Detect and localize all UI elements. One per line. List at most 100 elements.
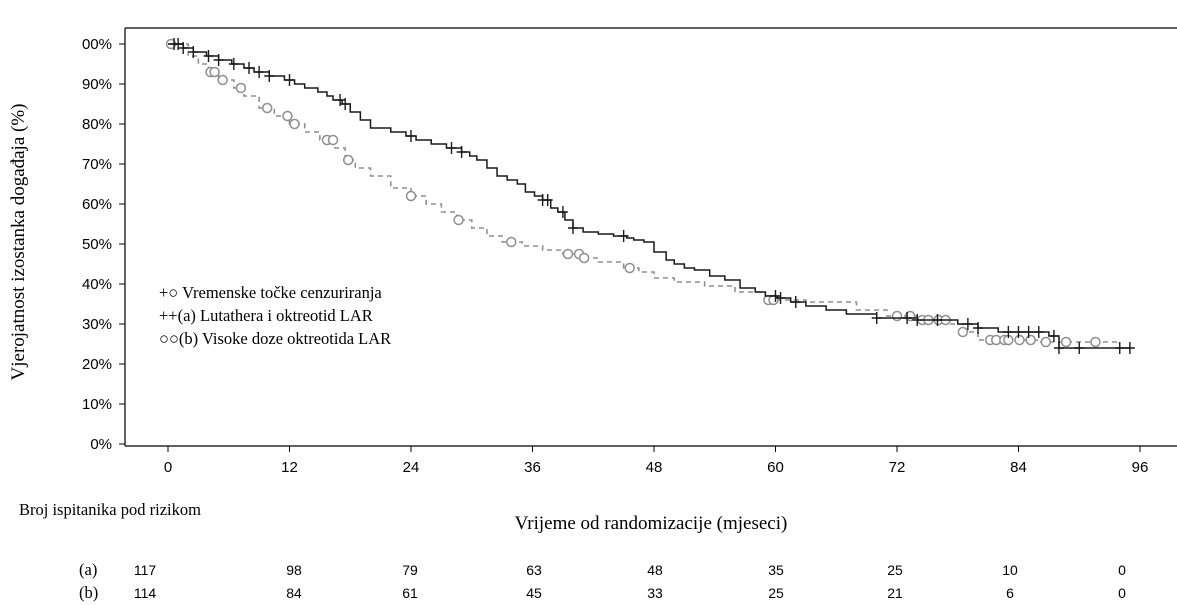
risk-count: 98 [286, 562, 302, 578]
legend-item-censor: +○ Vremenske točke cenzuriranja [159, 283, 382, 302]
censor-mark-a [1054, 342, 1064, 354]
censor-mark-a [456, 146, 467, 158]
censor-mark-b [1060, 336, 1072, 348]
censor-mark-a [228, 58, 239, 70]
risk-count: 79 [402, 562, 418, 578]
censor-mark-a [264, 70, 275, 82]
y-tick-label: 20% [82, 356, 112, 373]
y-tick-label: 0% [90, 436, 112, 453]
risk-count: 117 [134, 562, 157, 578]
censor-mark-b [261, 102, 273, 114]
censor-mark-b [453, 214, 464, 226]
censor-mark-a [178, 42, 189, 54]
censor-mark-b [217, 74, 228, 86]
x-tick-label: 84 [1010, 459, 1027, 476]
y-tick-label: 60% [82, 196, 112, 213]
series-b-line [168, 43, 1120, 343]
risk-count: 25 [768, 585, 784, 601]
y-tick-label: 00% [82, 36, 112, 53]
censor-mark-a [557, 206, 568, 218]
censor-mark-b [289, 118, 300, 130]
censor-mark-a [932, 314, 943, 326]
censor-mark-b [327, 134, 339, 146]
risk-count: 33 [647, 585, 663, 601]
censor-mark-a [912, 314, 923, 326]
censor-mark-b [235, 82, 247, 94]
censor-mark-a [775, 292, 786, 304]
censor-mark-a [446, 142, 457, 154]
censor-mark-b [209, 66, 220, 78]
risk-count: 45 [526, 585, 542, 601]
censor-mark-b [282, 110, 293, 122]
censor-mark-a [254, 66, 265, 78]
censor-mark-b [1014, 334, 1025, 346]
censor-mark-b [891, 310, 903, 322]
censor-mark-b [1040, 336, 1052, 348]
legend: +○ Vremenske točke cenzuriranja ++(a) Lu… [159, 283, 391, 348]
censor-mark-b [1025, 334, 1036, 346]
censor-mark-a [213, 54, 224, 66]
censor-mark-a [1074, 342, 1085, 354]
x-axis-ticks: 0 12 24 36 48 60 72 84 96 [164, 446, 1149, 476]
censor-mark-a [203, 50, 214, 62]
y-axis-title: Vjerojatnost izostanka događaja (%) [8, 104, 29, 381]
risk-count: 35 [768, 562, 784, 578]
y-tick-label: 50% [82, 236, 112, 253]
risk-count: 6 [1006, 585, 1014, 601]
x-tick-label: 96 [1132, 459, 1149, 476]
x-tick-label: 60 [767, 459, 784, 476]
censor-mark-b [1090, 336, 1101, 348]
risk-count: 0 [1118, 585, 1126, 601]
censor-mark-a [568, 222, 578, 234]
x-axis-title: Vrijeme od randomizacije (mjeseci) [515, 513, 788, 534]
censor-mark-a [284, 74, 295, 86]
censor-mark-b [405, 190, 417, 202]
risk-count: 63 [526, 562, 542, 578]
censor-mark-b [342, 154, 354, 166]
risk-count: 48 [647, 562, 663, 578]
censor-mark-a [542, 194, 553, 206]
risk-row-b: 114 84 61 45 33 25 21 6 0 [134, 585, 1126, 601]
censor-mark-a [1013, 326, 1024, 338]
risk-count: 25 [887, 562, 903, 578]
censor-mark-a [871, 312, 882, 324]
x-tick-label: 0 [164, 459, 172, 476]
censor-mark-b [624, 262, 635, 274]
risk-count: 61 [402, 585, 418, 601]
censor-mark-a [340, 98, 351, 110]
y-tick-label: 80% [82, 116, 112, 133]
y-tick-label: 10% [82, 396, 112, 413]
censor-mark-b [505, 236, 517, 248]
censor-mark-a [244, 62, 254, 74]
x-tick-label: 72 [889, 459, 906, 476]
censor-mark-a [770, 290, 781, 302]
series-b-group [165, 38, 1120, 348]
legend-item-a: ++(a) Lutathera i oktreotid LAR [159, 306, 373, 325]
legend-item-b: ○○(b) Visoke doze oktreotida LAR [159, 329, 391, 348]
censor-mark-a [902, 312, 913, 324]
risk-count: 84 [286, 585, 302, 601]
y-axis-ticks: 0% 10% 20% 30% 40% 50% 60% 70% 80% 90% 00% [82, 36, 125, 453]
x-tick-label: 12 [281, 459, 298, 476]
censor-mark-a [188, 46, 199, 58]
x-tick-label: 36 [524, 459, 541, 476]
censor-mark-a [1114, 342, 1125, 354]
censor-mark-a [1003, 326, 1014, 338]
censor-mark-a [1023, 326, 1034, 338]
x-tick-label: 24 [403, 459, 420, 476]
censor-mark-a [618, 230, 629, 242]
risk-table-title: Broj ispitanika pod rizikom [19, 500, 201, 519]
censor-mark-b [578, 252, 590, 264]
risk-count: 114 [134, 585, 157, 601]
x-tick-label: 48 [646, 459, 663, 476]
censor-mark-a [1124, 342, 1135, 354]
series-a-line [168, 43, 1130, 349]
risk-row-a: 117 98 79 63 48 35 25 10 0 [134, 562, 1126, 578]
y-tick-label: 90% [82, 76, 112, 93]
censor-mark-a [1033, 326, 1044, 338]
censor-mark-a [1048, 330, 1059, 342]
censor-mark-b [562, 248, 574, 260]
censor-mark-b [957, 326, 969, 338]
risk-count: 21 [887, 585, 903, 601]
